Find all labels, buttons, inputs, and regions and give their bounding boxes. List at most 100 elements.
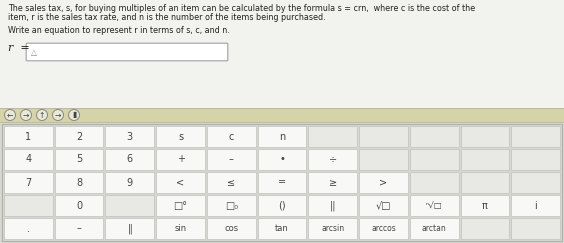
Text: sin: sin [174,224,187,233]
Bar [207,195,255,216]
Bar [359,149,408,170]
Bar [461,195,509,216]
Text: i: i [534,200,537,210]
Bar [105,126,154,147]
Bar [4,172,52,193]
Text: ▮: ▮ [72,111,76,120]
Text: π: π [482,200,488,210]
Bar [55,126,103,147]
Circle shape [68,110,80,121]
Bar [410,218,459,239]
Bar [512,195,560,216]
Bar [461,172,509,193]
Text: □°: □° [174,200,188,210]
Bar [4,218,52,239]
Bar [410,126,459,147]
Bar [55,172,103,193]
Text: •: • [279,155,285,165]
Bar [105,218,154,239]
Circle shape [5,110,15,121]
Text: √□: √□ [376,200,391,210]
Text: n: n [279,131,285,141]
Bar [359,218,408,239]
Text: →: → [55,111,61,120]
Bar [156,172,205,193]
Text: ≥: ≥ [329,177,337,188]
Circle shape [52,110,64,121]
Bar [512,218,560,239]
Text: arcsin: arcsin [321,224,344,233]
Text: 7: 7 [25,177,32,188]
Text: arccos: arccos [371,224,396,233]
Bar [55,149,103,170]
Text: .: . [27,224,30,234]
Circle shape [37,110,47,121]
Text: item, r is the sales tax rate, and n is the number of the items being purchased.: item, r is the sales tax rate, and n is … [8,13,325,22]
Text: +: + [177,155,184,165]
FancyBboxPatch shape [26,43,228,61]
Text: arctan: arctan [422,224,447,233]
Bar [359,195,408,216]
Bar [410,195,459,216]
Text: tan: tan [275,224,289,233]
Bar [258,195,306,216]
Bar [4,195,52,216]
Text: The sales tax, s, for buying multiples of an item can be calculated by the formu: The sales tax, s, for buying multiples o… [8,4,475,13]
Text: <: < [177,177,184,188]
Bar [0,108,564,122]
Text: 1: 1 [25,131,32,141]
Bar [461,218,509,239]
Bar [0,0,564,108]
Text: 8: 8 [76,177,82,188]
Text: →: → [23,111,29,120]
Bar [512,172,560,193]
Bar [105,195,154,216]
Bar [2,124,562,241]
Bar [309,172,357,193]
Text: ||: || [329,200,336,211]
Bar [207,126,255,147]
Text: –: – [77,224,82,234]
Bar [410,172,459,193]
Text: c: c [228,131,234,141]
Bar [156,126,205,147]
Text: >: > [380,177,387,188]
Bar [105,149,154,170]
Bar [461,126,509,147]
Text: –: – [229,155,233,165]
Bar [0,122,564,243]
Text: cos: cos [224,224,239,233]
Text: ⁿ√□: ⁿ√□ [426,201,443,210]
Text: □₀: □₀ [224,200,238,210]
Text: 3: 3 [127,131,133,141]
Text: 2: 2 [76,131,82,141]
Bar [512,126,560,147]
Bar [156,149,205,170]
Bar [156,218,205,239]
Bar [258,218,306,239]
Text: ‖: ‖ [127,223,132,234]
Text: 0: 0 [76,200,82,210]
Text: 6: 6 [127,155,133,165]
Bar [258,126,306,147]
Bar [309,218,357,239]
Text: ÷: ÷ [329,155,337,165]
Text: (): () [278,200,286,210]
Text: 9: 9 [127,177,133,188]
Bar [359,172,408,193]
Text: △: △ [31,47,37,57]
Bar [410,149,459,170]
Text: 4: 4 [25,155,32,165]
Text: r  =: r = [8,43,30,53]
Bar [156,195,205,216]
Bar [309,149,357,170]
Bar [309,195,357,216]
Bar [105,172,154,193]
Bar [55,218,103,239]
Text: 5: 5 [76,155,82,165]
Bar [207,149,255,170]
Bar [461,149,509,170]
Bar [359,126,408,147]
Bar [512,149,560,170]
Text: ≤: ≤ [227,177,235,188]
